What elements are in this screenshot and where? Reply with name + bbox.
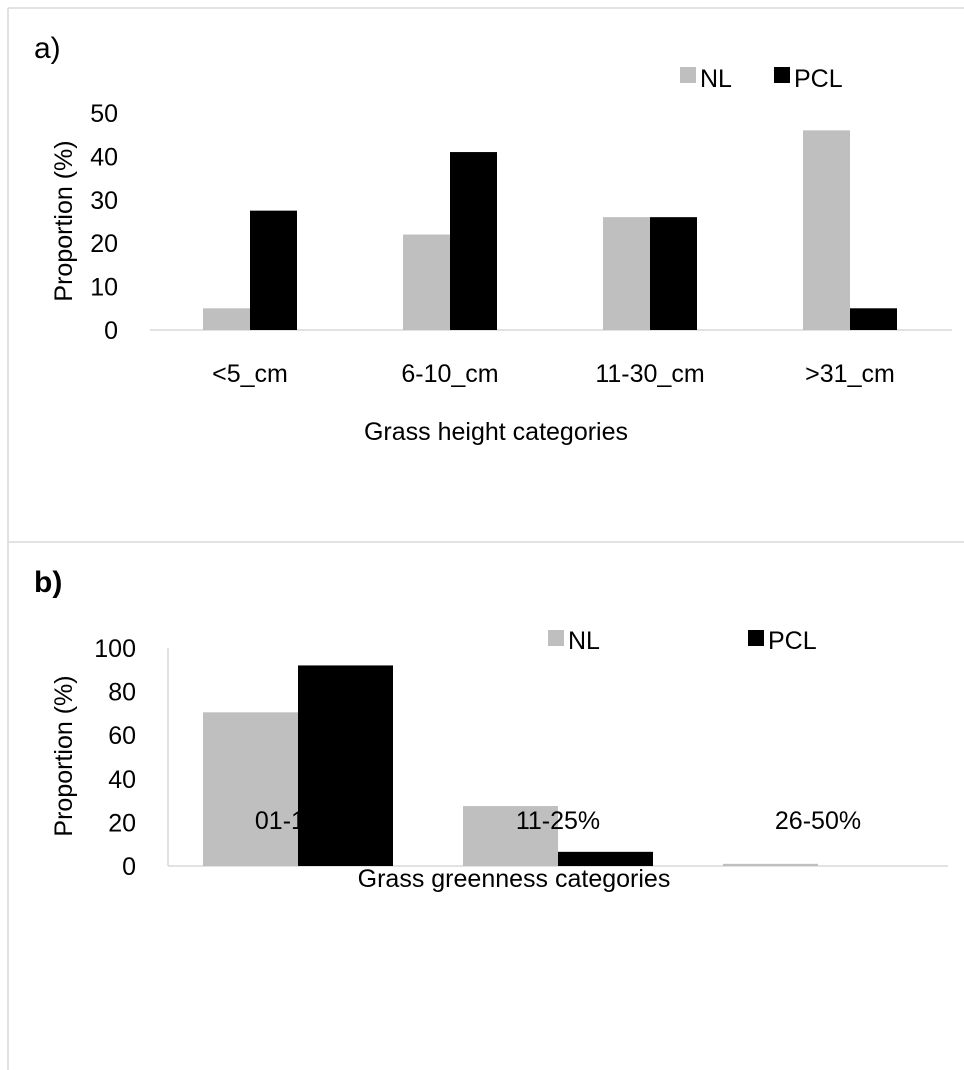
bar-nl xyxy=(723,863,818,866)
panel-a-label: a) xyxy=(34,32,61,65)
panel-b-label: b) xyxy=(34,566,62,599)
panel-a-y-axis-title: Proportion (%) xyxy=(50,140,78,301)
panel-b-plot-area: 0 20 40 60 80 100 01-10% 11-25% 26-50% xyxy=(94,630,948,881)
bar-nl xyxy=(463,806,558,866)
bar-pcl xyxy=(250,210,297,330)
y-tick-label: 40 xyxy=(108,766,136,794)
panel-b-legend-nl-label: NL xyxy=(568,627,600,655)
panel-a-plot-area: 0 10 20 30 40 50 <5_cm 6-10_cm 11-30_cm >31_cm xyxy=(90,67,952,388)
y-tick-label: 20 xyxy=(108,809,136,837)
y-tick-label: 0 xyxy=(104,317,118,345)
y-tick-label: 60 xyxy=(108,722,136,750)
category-label: >31_cm xyxy=(805,360,895,388)
bar-pcl xyxy=(650,217,697,330)
y-tick-label: 20 xyxy=(90,230,118,258)
panel-a-legend-nl-label: NL xyxy=(700,65,732,93)
y-tick-label: 30 xyxy=(90,187,118,215)
category-label: 01-10% xyxy=(255,807,341,835)
bar-nl xyxy=(603,217,650,330)
category-label: 11-30_cm xyxy=(595,360,704,388)
bar-nl xyxy=(203,308,250,330)
bar-nl xyxy=(203,712,298,866)
bar-pcl xyxy=(298,665,393,866)
y-tick-label: 0 xyxy=(122,853,136,881)
panel-b-legend-pcl-label: PCL xyxy=(768,627,817,655)
legend-swatch-pcl xyxy=(748,630,764,646)
bar-pcl xyxy=(450,152,497,330)
y-tick-label: 100 xyxy=(94,635,136,663)
category-label: <5_cm xyxy=(212,360,288,388)
category-label: 11-25% xyxy=(516,807,600,835)
y-tick-label: 80 xyxy=(108,679,136,707)
category-label: 6-10_cm xyxy=(401,360,498,388)
panel-a-legend-pcl-label: PCL xyxy=(794,65,843,93)
panel-a-x-axis-title: Grass height categories xyxy=(364,418,628,446)
legend-swatch-nl xyxy=(548,630,564,646)
panel-b-y-axis-title: Proportion (%) xyxy=(50,675,78,836)
bar-nl xyxy=(403,234,450,330)
y-tick-label: 40 xyxy=(90,143,118,171)
legend-swatch-nl xyxy=(680,67,696,83)
category-label: 26-50% xyxy=(775,807,861,835)
bar-pcl xyxy=(850,308,897,330)
y-tick-label: 50 xyxy=(90,100,118,128)
panel-b-x-axis-title: Grass greenness categories xyxy=(358,865,671,893)
legend-swatch-pcl xyxy=(774,67,790,83)
bar-nl xyxy=(803,130,850,330)
bar-pcl xyxy=(558,851,653,866)
y-tick-label: 10 xyxy=(90,274,118,302)
